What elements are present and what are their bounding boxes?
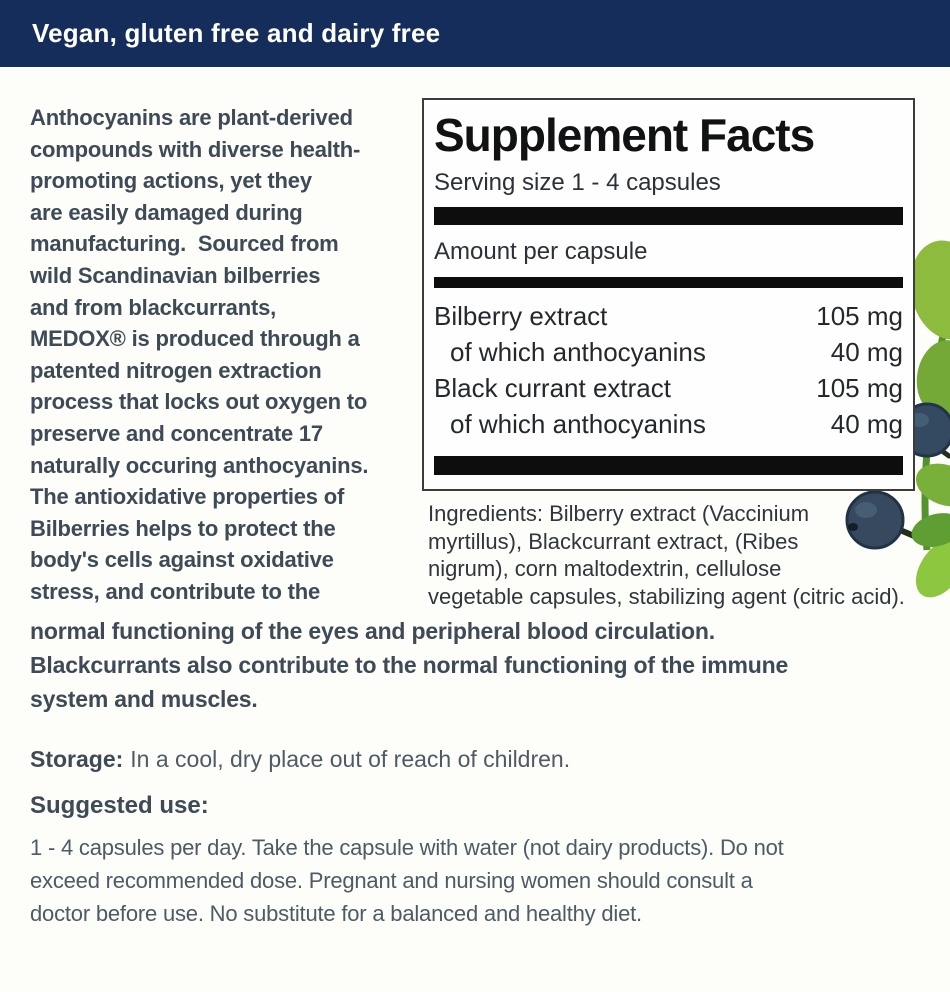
- supplement-facts-title: Supplement Facts: [434, 109, 815, 161]
- nutrient-name: of which anthocyanins: [450, 337, 706, 367]
- nutrient-amount: 105 mg: [816, 373, 903, 403]
- intro-paragraph-continuation: normal functioning of the eyes and perip…: [30, 618, 789, 712]
- suggested-use-text: 1 - 4 capsules per day. Take the capsule…: [30, 835, 784, 926]
- divider-bar-thick: [434, 207, 903, 225]
- banner-text: Vegan, gluten free and dairy free: [32, 18, 441, 48]
- table-row: Black currant extract 105 mg: [434, 370, 903, 406]
- nutrient-name: of which anthocyanins: [450, 409, 706, 439]
- nutrient-rows: Bilberry extract 105 mg of which anthocy…: [434, 298, 903, 442]
- serving-size: Serving size 1 - 4 capsules: [434, 169, 721, 196]
- intro-paragraph-left: Anthocyanins are plant-derived compounds…: [30, 105, 369, 604]
- storage-label: Storage:: [30, 746, 124, 772]
- table-row: Bilberry extract 105 mg: [434, 298, 903, 334]
- divider-bar-thin: [434, 277, 903, 288]
- supplement-facts-panel: Supplement Facts Serving size 1 - 4 caps…: [422, 98, 915, 491]
- table-row: of which anthocyanins 40 mg: [434, 406, 903, 442]
- divider-bar-bottom: [434, 456, 903, 475]
- nutrient-name: Bilberry extract: [434, 301, 608, 331]
- storage-line: Storage: In a cool, dry place out of reac…: [30, 746, 570, 773]
- banner: Vegan, gluten free and dairy free: [0, 0, 950, 67]
- nutrient-name: Black currant extract: [434, 373, 671, 403]
- nutrient-amount: 40 mg: [830, 337, 903, 367]
- ingredients-text: Ingredients: Bilberry extract (Vaccinium…: [428, 501, 905, 609]
- nutrient-amount: 105 mg: [816, 301, 903, 331]
- table-row: of which anthocyanins 40 mg: [434, 334, 903, 370]
- suggested-use-heading: Suggested use:: [30, 792, 209, 819]
- storage-text: In a cool, dry place out of reach of chi…: [130, 746, 571, 772]
- amount-per-capsule-header: Amount per capsule: [434, 238, 648, 265]
- nutrient-amount: 40 mg: [830, 409, 903, 439]
